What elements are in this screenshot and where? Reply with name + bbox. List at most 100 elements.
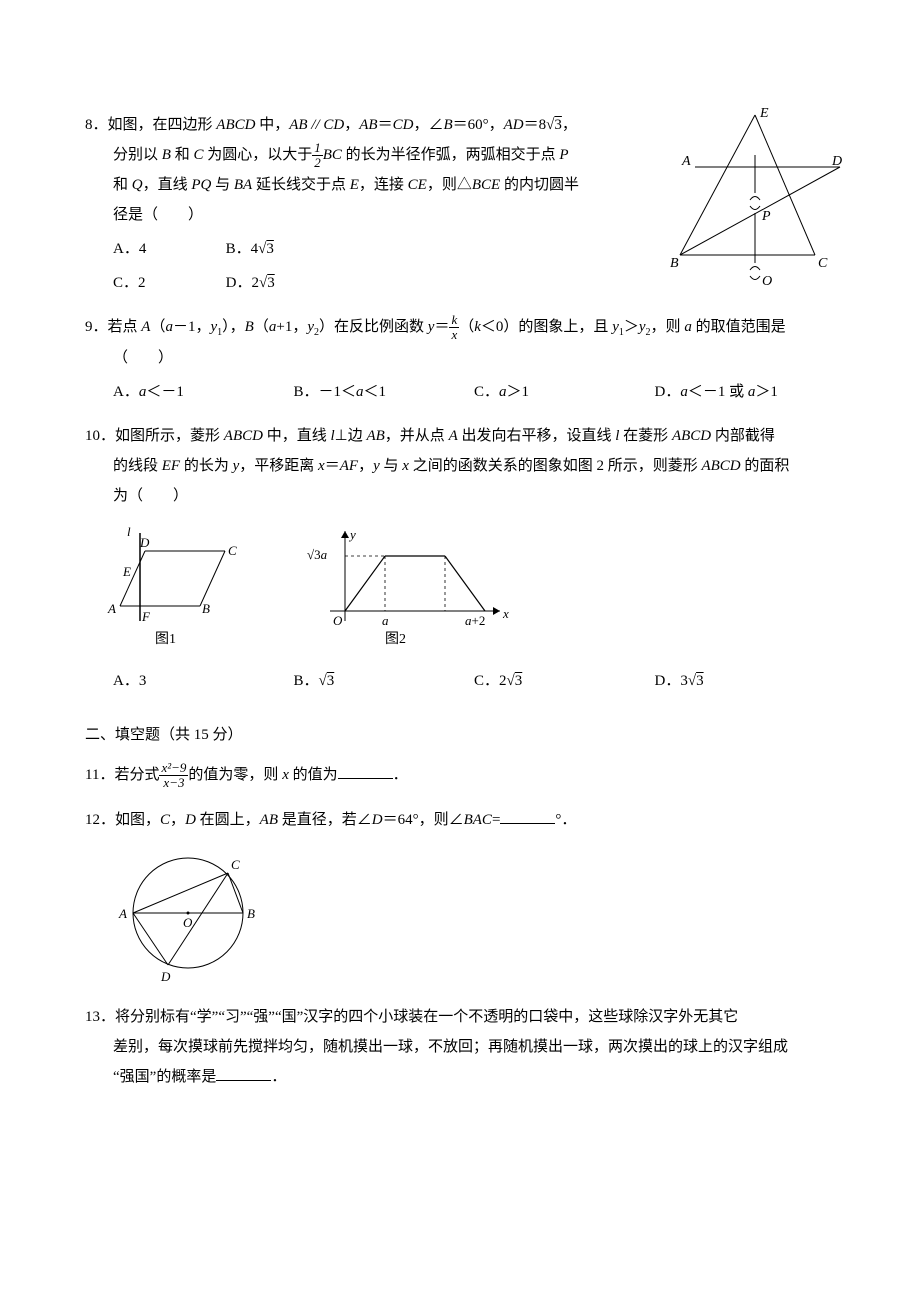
text: ABCD — [701, 458, 740, 474]
question-11: 11．若分式x²−9x−3的值为零，则 x 的值为． — [85, 760, 835, 790]
fig-label-a: A — [681, 154, 691, 169]
q9-number: 9． — [85, 319, 108, 335]
q8-line3: 和 Q，直线 PQ 与 BA 延长线交于点 E，连接 CE，则△BCE 的内切圆… — [85, 170, 625, 200]
text: a — [680, 384, 688, 400]
svg-text:B: B — [247, 906, 255, 921]
fraction: kx — [449, 313, 459, 343]
svg-text:D: D — [139, 535, 150, 550]
q8-figure: E A D P B C Q — [670, 105, 845, 285]
svg-text:y: y — [348, 527, 356, 542]
q8-line4: 径是（ ） — [85, 200, 625, 230]
q12-figure: A B C D O — [113, 843, 835, 988]
text: 与 — [380, 458, 403, 474]
text: CD — [393, 117, 414, 133]
text: 如图， — [115, 812, 160, 828]
question-8: 8．如图，在四边形 ABCD 中，AB // CD，AB＝CD，∠B＝60°，A… — [85, 110, 835, 298]
q8-option-c: C．2 — [113, 268, 226, 298]
q9-paren: （ ） — [85, 343, 835, 373]
text: 内部截得 — [711, 428, 775, 444]
text: 在菱形 — [619, 428, 672, 444]
text: 的取值范围是 — [692, 319, 786, 335]
svg-text:C: C — [231, 857, 240, 872]
text: ． — [393, 767, 408, 783]
q9-option-b: B．－1＜a＜1 — [294, 377, 475, 407]
text: ）， — [222, 319, 245, 335]
q8-number: 8． — [85, 117, 108, 133]
blank-input[interactable] — [500, 809, 555, 824]
text: y — [307, 319, 314, 335]
text: B — [443, 117, 452, 133]
question-9: 9．若点 A（a－1，y1），B（a+1，y2）在反比例函数 y＝kx（k＜0）… — [85, 312, 835, 407]
text: AB — [359, 117, 377, 133]
sqrt-icon: √3 — [688, 673, 704, 689]
text: // — [308, 117, 324, 133]
text: 的值为零，则 — [188, 767, 282, 783]
sqrt-icon: √3 — [546, 117, 562, 133]
text: BCE — [472, 177, 500, 193]
text: ，并从点 — [385, 428, 449, 444]
text: x — [282, 767, 289, 783]
text: a — [165, 319, 173, 335]
text: BC — [323, 147, 342, 163]
q10-figure: D C E A F B l 图1 y √3a O a a+2 x 图2 — [85, 521, 835, 656]
text: 延长线交于点 — [252, 177, 350, 193]
fig-label-c: C — [818, 256, 828, 271]
text: B — [245, 319, 254, 335]
svg-text:l: l — [127, 524, 131, 539]
text: ＝ — [378, 117, 393, 133]
text: AF — [340, 458, 358, 474]
text: 分别以 — [113, 147, 162, 163]
fraction: x²−9x−3 — [159, 761, 188, 791]
text: D — [185, 812, 196, 828]
text: x — [449, 328, 459, 342]
svg-text:a+2: a+2 — [465, 613, 485, 628]
q10-options: A．3 B．√3 C．2√3 D．3√3 — [85, 666, 835, 696]
q10-line3: 为（ ） — [85, 481, 835, 511]
svg-text:图1: 图1 — [155, 632, 176, 647]
text: C — [193, 147, 203, 163]
text: ， — [358, 458, 373, 474]
text: CE — [408, 177, 427, 193]
text: 的长为半径作弧，两弧相交于点 — [342, 147, 560, 163]
text: AB — [289, 117, 307, 133]
text: AB — [366, 428, 384, 444]
sqrt-icon: √3 — [507, 673, 523, 689]
sqrt-icon: √3 — [259, 275, 275, 291]
blank-input[interactable] — [216, 1066, 271, 1081]
fig-label-q: Q — [762, 274, 772, 285]
q8-option-b: B．4√3 — [226, 234, 339, 264]
text: ＝ — [325, 458, 340, 474]
text: ， — [413, 117, 428, 133]
text: ＝ — [434, 319, 449, 335]
sqrt-icon: √3 — [319, 673, 335, 689]
text: 出发向右平移，设直线 — [458, 428, 616, 444]
section-2-header: 二、填空题（共 15 分） — [85, 720, 835, 750]
text: A — [449, 428, 458, 444]
text: 中，直线 — [263, 428, 331, 444]
text: 的内切圆半 — [500, 177, 579, 193]
text: 的值为 — [289, 767, 338, 783]
text: 的线段 — [113, 458, 162, 474]
text: P — [559, 147, 568, 163]
svg-text:B: B — [202, 601, 210, 616]
text: a — [356, 384, 364, 400]
text: ＝64°，则∠ — [383, 812, 464, 828]
q13-line3: “强国”的概率是． — [85, 1062, 835, 1092]
text: B — [162, 147, 171, 163]
text: ， — [344, 117, 359, 133]
q13-number: 13． — [85, 1009, 115, 1025]
question-10: 10．如图所示，菱形 ABCD 中，直线 l⊥边 AB，并从点 A 出发向右平移… — [85, 421, 835, 696]
text: ＞1 — [755, 384, 778, 400]
text: y — [639, 319, 646, 335]
svg-text:D: D — [160, 969, 171, 984]
text: ＞ — [624, 319, 639, 335]
blank-input[interactable] — [338, 764, 393, 779]
text: E — [350, 177, 359, 193]
svg-text:A: A — [107, 601, 116, 616]
fig-label-b: B — [670, 256, 679, 271]
q9-options: A．a＜－1 B．－1＜a＜1 C．a＞1 D．a＜－1 或 a＞1 — [85, 377, 835, 407]
text: AB — [260, 812, 278, 828]
text: D — [372, 812, 383, 828]
text: D．2 — [226, 275, 259, 291]
q8-option-a: A．4 — [113, 234, 226, 264]
